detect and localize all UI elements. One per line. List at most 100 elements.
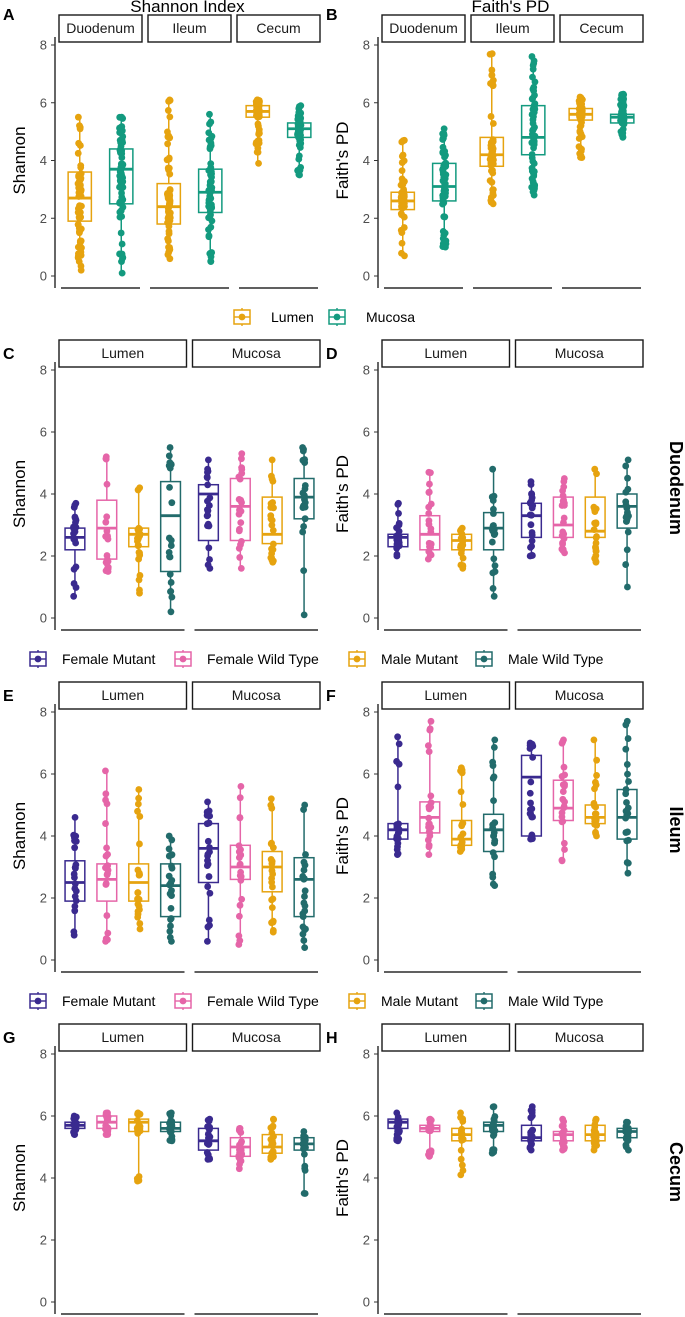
data-point — [623, 799, 630, 806]
data-point — [74, 113, 82, 121]
data-point — [102, 820, 109, 827]
data-point — [488, 178, 496, 186]
facet-mucosa: Mucosa — [191, 1023, 321, 1315]
data-point — [301, 887, 309, 895]
data-point — [167, 904, 175, 912]
data-point — [135, 869, 143, 877]
data-point — [488, 538, 496, 546]
box-iqr — [197, 483, 220, 542]
data-point — [459, 830, 467, 838]
data-point — [269, 1122, 277, 1130]
data-point — [559, 781, 567, 789]
data-point — [165, 452, 173, 460]
data-point — [116, 113, 124, 121]
box-male-wild-type — [293, 1128, 315, 1197]
panel-b: B Faith's PD Faith's PD 0 2 4 6 8 Duodenum Ileum C… — [326, 0, 644, 289]
data-point — [204, 467, 212, 475]
data-point — [238, 455, 245, 463]
box-female-wild-type — [96, 767, 118, 945]
data-point — [301, 456, 309, 463]
box-male-mutant — [128, 1109, 150, 1185]
data-point — [71, 513, 79, 521]
legend-label-female-mutant: Female Mutant — [62, 993, 155, 1009]
data-point — [72, 584, 80, 591]
data-point — [77, 262, 85, 270]
data-point — [425, 748, 433, 755]
box-iqr — [584, 496, 606, 539]
box-male-wild-type — [482, 465, 505, 600]
data-point — [426, 725, 434, 733]
data-point — [300, 1135, 308, 1143]
legend-label-female-wild-type: Female Wild Type — [207, 993, 319, 1009]
data-point — [427, 500, 435, 508]
data-point — [268, 516, 276, 524]
data-point — [575, 143, 583, 151]
legend-key-female-wild-type — [174, 992, 192, 1010]
data-point — [592, 520, 600, 528]
facet-ileum: Ileum — [470, 14, 555, 289]
y-tick-label: 6 — [40, 425, 47, 440]
data-point — [267, 795, 275, 803]
data-point — [134, 486, 142, 494]
data-point — [299, 528, 307, 536]
data-point — [206, 145, 214, 153]
data-point — [135, 1173, 143, 1180]
box-iqr — [261, 1133, 283, 1154]
box-male-wild-type — [616, 456, 638, 591]
data-point — [528, 1106, 535, 1114]
box-iqr — [261, 850, 283, 893]
legend-label-male-wild-type: Male Wild Type — [508, 993, 604, 1009]
box-female-wild-type — [419, 468, 441, 563]
data-point — [490, 743, 498, 751]
y-tick-label: 6 — [363, 767, 370, 782]
data-point — [530, 144, 537, 152]
legend-key-point — [480, 655, 488, 663]
data-point — [440, 164, 447, 172]
box-iqr — [451, 819, 473, 847]
data-point — [624, 869, 632, 877]
legend-key-point — [179, 997, 187, 1005]
facet-strip-label: Mucosa — [555, 345, 604, 361]
box-iqr — [96, 499, 118, 560]
data-point — [529, 127, 537, 134]
data-point — [624, 474, 631, 482]
data-point — [166, 199, 174, 207]
data-point — [301, 907, 309, 915]
box-iqr — [609, 113, 635, 124]
data-point — [624, 735, 632, 742]
box-male-wild-type — [482, 736, 505, 889]
data-point — [294, 116, 302, 124]
data-point — [135, 794, 143, 802]
data-point — [561, 846, 568, 853]
box-male-wild-type — [616, 717, 638, 877]
data-point — [528, 552, 536, 559]
facet-lumen: Lumen — [381, 339, 511, 631]
facet-mucosa: Mucosa — [191, 681, 321, 973]
data-point — [136, 925, 144, 933]
facet-strip-label: Duodenum — [389, 20, 458, 36]
box-male-mutant — [261, 456, 283, 566]
box-iqr — [261, 496, 283, 545]
y-tick-label: 4 — [363, 487, 370, 502]
y-tick-label: 2 — [363, 891, 370, 906]
data-point — [623, 761, 631, 768]
box-iqr — [482, 511, 505, 551]
data-point — [294, 166, 302, 174]
data-point — [237, 873, 245, 880]
facet-strip-label: Ileum — [172, 20, 206, 36]
data-point — [71, 907, 79, 915]
panel-e: E Shannon 0 2 4 6 8 Lumen Mucosa — [3, 681, 321, 973]
data-point — [425, 843, 433, 851]
data-point — [236, 1160, 243, 1168]
panel-letter: E — [3, 688, 14, 705]
data-point — [301, 503, 309, 511]
legend-key-point — [238, 313, 246, 321]
panel-title: Faith's PD — [472, 0, 550, 16]
legend-key-point — [480, 997, 488, 1005]
data-point — [136, 813, 144, 820]
data-point — [301, 1167, 309, 1174]
y-tick-label: 2 — [40, 891, 47, 906]
data-point — [528, 139, 536, 147]
panel-f: F Faith's PD 0 2 4 6 8 Lumen Mucosa — [326, 681, 644, 973]
